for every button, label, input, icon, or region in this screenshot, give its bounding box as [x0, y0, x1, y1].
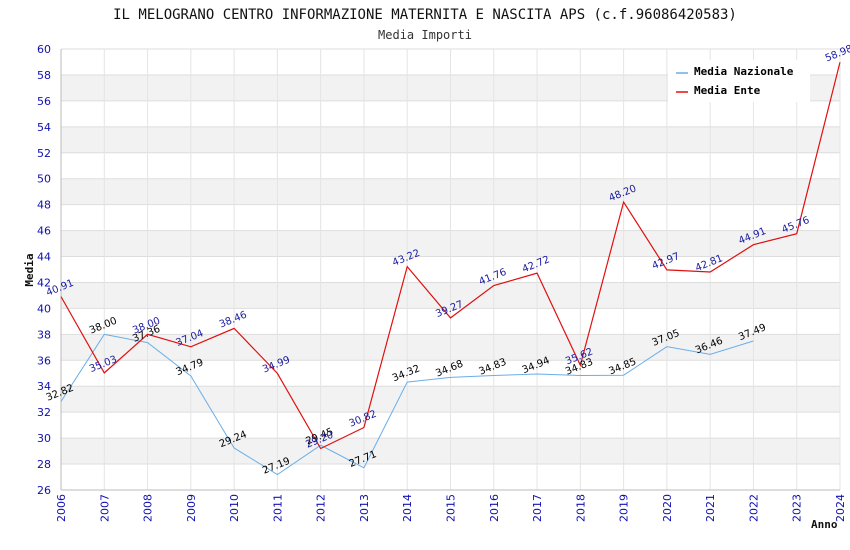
x-axis-label: Anno [811, 518, 838, 531]
y-tick-label: 30 [37, 432, 51, 445]
y-tick-label: 58 [37, 69, 51, 82]
y-tick-label: 40 [37, 302, 51, 315]
data-label-ente: 38.46 [218, 310, 249, 331]
legend-box [668, 60, 810, 102]
y-tick-label: 60 [37, 43, 51, 56]
y-tick-label: 44 [37, 251, 51, 264]
x-tick-labels: 2006 2007 2008 2009 2010 2011 2012 2013 2014 2015… [55, 494, 847, 522]
series-line-media-nazionale [60, 333, 754, 476]
x-tick-label: 2007 [98, 494, 111, 522]
x-tick-label: 2017 [531, 494, 544, 522]
y-tick-label: 36 [37, 354, 51, 367]
y-tick-label: 26 [37, 484, 51, 497]
data-label-ente: 58.98 [824, 43, 850, 64]
x-tick-label: 2019 [618, 494, 631, 522]
x-tick-label: 2024 [834, 494, 847, 522]
x-tick-label: 2008 [142, 494, 155, 522]
y-tick-label: 28 [37, 458, 51, 471]
y-tick-label: 32 [37, 406, 51, 419]
chart-title: IL MELOGRANO CENTRO INFORMAZIONE MATERNI… [113, 7, 737, 23]
x-tick-label: 2018 [574, 494, 587, 522]
x-tick-label: 2020 [661, 494, 674, 522]
y-tick-label: 54 [37, 121, 51, 134]
x-tick-label: 2016 [488, 494, 501, 522]
y-tick-label: 38 [37, 328, 51, 341]
y-tick-label: 42 [37, 276, 51, 289]
y-tick-label: 56 [37, 95, 51, 108]
series-lines [60, 62, 841, 476]
y-axis-label: Media [23, 253, 36, 286]
legend-label-media-nazionale: Media Nazionale [694, 65, 794, 78]
x-tick-label: 2012 [315, 494, 328, 522]
x-tick-label: 2014 [401, 494, 414, 522]
x-tick-label: 2022 [747, 494, 760, 522]
y-tick-labels: 26 28 30 32 34 36 38 40 42 44 46 48 50 52 54 56 58 60 [37, 43, 51, 497]
x-tick-label: 2006 [55, 494, 68, 522]
data-label-nazionale: 38.00 [88, 316, 119, 337]
x-tick-label: 2015 [445, 494, 458, 522]
y-tick-label: 48 [37, 199, 51, 212]
chart-subtitle: Media Importi [378, 28, 472, 42]
y-tick-label: 50 [37, 173, 51, 186]
x-tick-label: 2009 [185, 494, 198, 522]
x-tick-label: 2011 [271, 494, 284, 522]
data-label-ente: 42.72 [521, 254, 552, 275]
grid-lines [60, 48, 841, 491]
series-line-media-ente [60, 62, 841, 450]
x-tick-label: 2021 [704, 494, 717, 522]
x-tick-label: 2023 [791, 494, 804, 522]
x-tick-label: 2013 [358, 494, 371, 522]
data-label-nazionale: 34.68 [434, 359, 465, 380]
y-tick-label: 34 [37, 380, 51, 393]
y-tick-label: 52 [37, 147, 51, 160]
y-tick-label: 46 [37, 225, 51, 238]
legend: Media Nazionale Media Ente [668, 60, 810, 102]
legend-label-media-ente: Media Ente [694, 84, 761, 97]
x-tick-label: 2010 [228, 494, 241, 522]
